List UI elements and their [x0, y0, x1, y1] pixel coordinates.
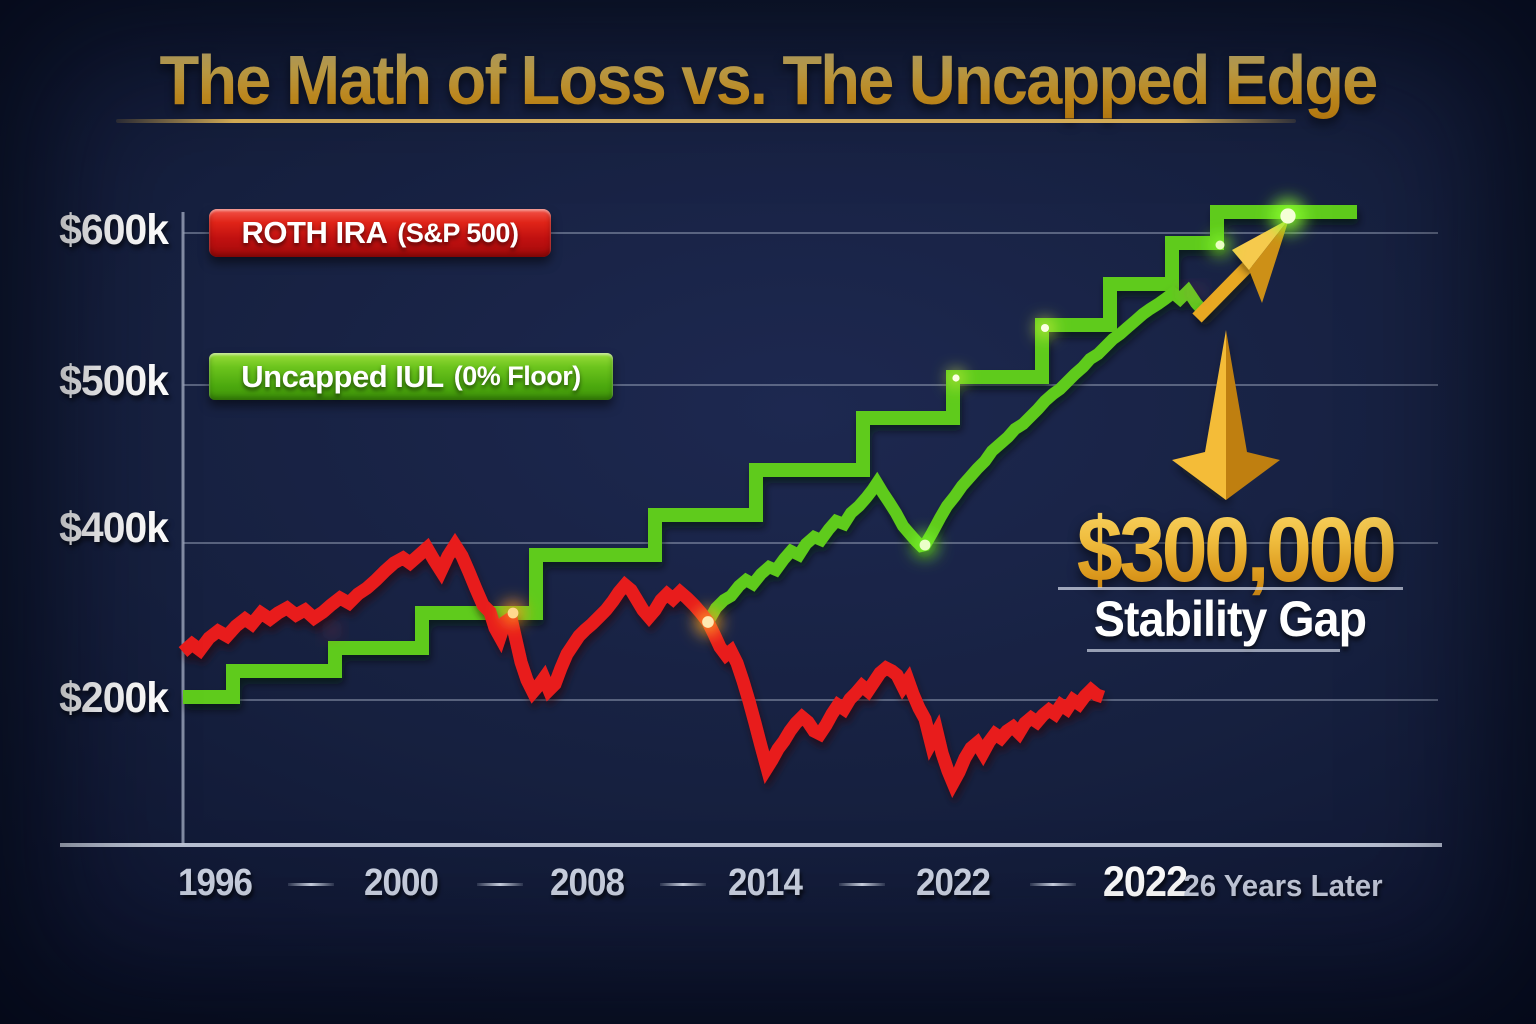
- y-axis-label: $400k: [59, 504, 169, 552]
- series-uncapped-iul-0-floor-: [183, 205, 1357, 704]
- x-axis-note: 26 Years Later: [1183, 868, 1383, 903]
- series-lines: [178, 205, 1357, 799]
- series-iul-accelerating-growth-segment: [702, 281, 1210, 625]
- axes: [60, 212, 1442, 847]
- title-underline: [116, 119, 1296, 123]
- x-axis-label: 2000: [363, 862, 439, 904]
- x-axis-separator: [839, 883, 885, 886]
- legend-roth-sublabel: (S&P 500): [397, 217, 519, 248]
- x-axis-separator: [477, 883, 523, 886]
- sparkles: [327, 288, 1202, 635]
- legend-iul-label: Uncapped IUL: [241, 358, 444, 394]
- y-axis-label: $200k: [59, 674, 169, 722]
- x-axis-label: 2022: [1102, 858, 1188, 906]
- x-axis-separator: [660, 883, 706, 886]
- glow-effects: [501, 199, 1305, 635]
- y-axis-label: $500k: [59, 357, 169, 405]
- stability-gap-label: Stability Gap: [1093, 591, 1367, 647]
- legend-iul-badge: Uncapped IUL (0% Floor): [209, 353, 613, 400]
- stability-gap-divider-bottom: [1087, 649, 1340, 652]
- page-title: The Math of Loss vs. The Uncapped Edge: [54, 40, 1482, 120]
- series-roth-ira-s-p-500-: [178, 532, 1106, 799]
- legend-iul-sublabel: (0% Floor): [453, 361, 582, 391]
- x-axis-separator: [288, 883, 334, 886]
- stability-gap-down-arrow: [1172, 330, 1280, 500]
- x-axis-label: 1996: [177, 862, 253, 904]
- gold-trend-arrow: [1192, 219, 1289, 323]
- x-axis-separator: [1030, 883, 1076, 886]
- stability-gap-amount: $300,000: [1051, 498, 1420, 603]
- stability-gap-divider-top: [1058, 587, 1403, 590]
- x-axis-label: 2022: [915, 862, 991, 904]
- legend-roth-badge: ROTH IRA (S&P 500): [209, 209, 551, 257]
- legend-roth-label: ROTH IRA: [241, 215, 388, 250]
- y-axis-label: $600k: [59, 206, 169, 254]
- x-axis-label: 2008: [549, 862, 625, 904]
- x-axis-label: 2014: [727, 862, 803, 904]
